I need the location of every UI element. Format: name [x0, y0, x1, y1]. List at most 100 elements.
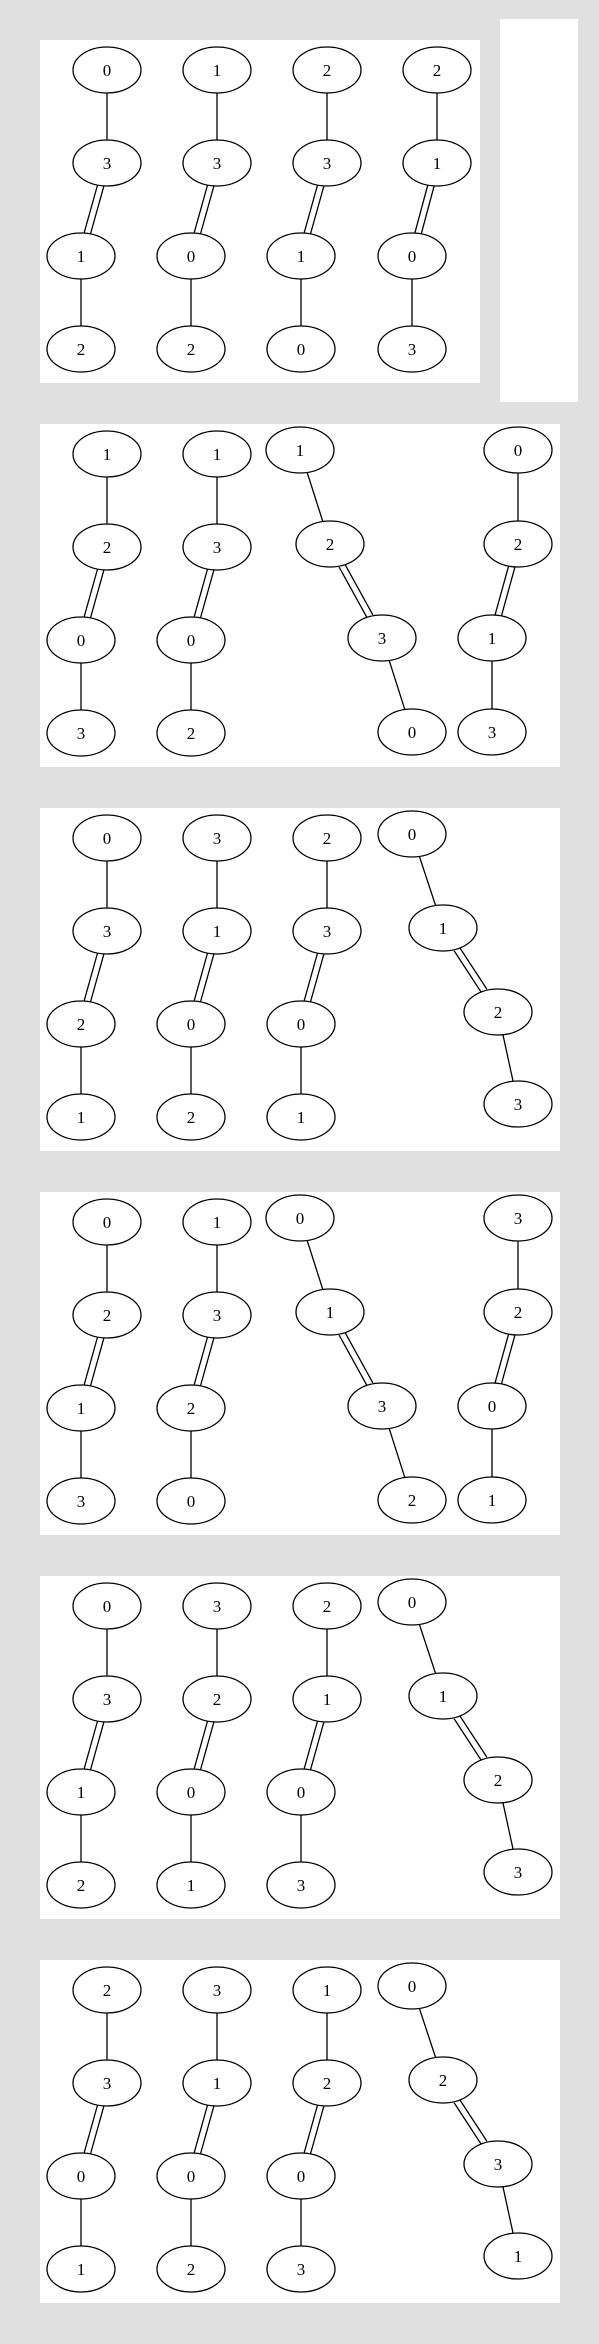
graph-node: 2	[156, 2245, 226, 2293]
node-label: 1	[213, 922, 222, 941]
node-label: 2	[77, 1015, 86, 1034]
node-ellipse	[266, 2152, 336, 2200]
graph-node: 2	[46, 325, 116, 373]
double-bond-edge	[453, 1718, 483, 1762]
graph-4: 0 1 2 3	[377, 810, 553, 1128]
panel-background	[40, 424, 560, 767]
graph-2: 3 2 0 1	[156, 1582, 252, 1909]
graph-node: 3	[292, 907, 362, 955]
graph-node: 1	[457, 1476, 527, 1524]
graph-node: 0	[377, 708, 447, 756]
double-bond-edge	[199, 2106, 215, 2155]
graph-node: 0	[266, 1000, 336, 1048]
graph-node: 0	[72, 814, 142, 862]
node-ellipse	[347, 614, 417, 662]
graph-node: 3	[292, 139, 362, 187]
node-ellipse	[483, 2232, 553, 2280]
node-ellipse	[292, 1675, 362, 1723]
graph-node: 1	[182, 430, 252, 478]
node-ellipse	[266, 232, 336, 280]
graph-node: 2	[408, 2056, 478, 2104]
node-label: 2	[77, 1876, 86, 1895]
node-label: 3	[103, 1690, 112, 1709]
double-bond-edge	[494, 565, 510, 615]
node-ellipse	[72, 2059, 142, 2107]
node-ellipse	[156, 2245, 226, 2293]
double-bond-edge	[420, 186, 435, 235]
node-label: 1	[439, 1687, 448, 1706]
node-ellipse	[156, 2152, 226, 2200]
graph-2: 1 3 2 0	[156, 1198, 252, 1525]
node-label: 2	[323, 61, 332, 80]
single-bond-edge	[502, 1802, 514, 1850]
graph-node: 2	[156, 325, 226, 373]
double-bond-edge	[303, 1720, 319, 1769]
graph-node: 1	[182, 2059, 252, 2107]
graph-3: 2 3 0 1	[266, 814, 362, 1141]
node-label: 0	[77, 631, 86, 650]
double-bond-edge	[453, 950, 483, 994]
node-label: 1	[77, 1399, 86, 1418]
graph-node: 3	[72, 139, 142, 187]
node-ellipse	[377, 232, 447, 280]
node-label: 1	[439, 919, 448, 938]
single-bond-edge	[388, 1428, 406, 1478]
node-label: 0	[297, 2167, 306, 2186]
node-label: 2	[323, 2074, 332, 2093]
graph-node: 2	[72, 523, 142, 571]
node-ellipse	[408, 1672, 478, 1720]
node-label: 1	[296, 441, 305, 460]
node-ellipse	[408, 904, 478, 952]
double-bond-edge	[89, 186, 105, 235]
node-ellipse	[457, 708, 527, 756]
node-ellipse	[46, 1384, 116, 1432]
node-ellipse	[182, 523, 252, 571]
node-ellipse	[377, 708, 447, 756]
graph-node: 1	[483, 2232, 553, 2280]
node-label: 1	[187, 1876, 196, 1895]
graph-4: 0 2 1 3	[457, 426, 553, 756]
graph-node: 0	[156, 1477, 226, 1525]
node-ellipse	[72, 1582, 142, 1630]
node-label: 3	[323, 154, 332, 173]
node-ellipse	[377, 1476, 447, 1524]
single-bond-edge	[502, 2186, 514, 2234]
node-label: 0	[514, 441, 523, 460]
node-ellipse	[292, 139, 362, 187]
node-label: 2	[494, 1003, 503, 1022]
graph-node: 1	[292, 1675, 362, 1723]
graph-1: 2 3 0 1	[46, 1966, 142, 2293]
node-ellipse	[463, 988, 533, 1036]
node-label: 1	[326, 1303, 335, 1322]
double-bond-edge	[414, 184, 429, 233]
node-label: 3	[213, 538, 222, 557]
graph-node: 1	[46, 2245, 116, 2293]
node-ellipse	[46, 325, 116, 373]
node-label: 3	[213, 1981, 222, 2000]
graph-node: 0	[483, 426, 553, 474]
double-bond-edge	[458, 1714, 488, 1758]
graph-node: 0	[265, 1194, 335, 1242]
node-label: 2	[323, 1597, 332, 1616]
graph-node: 1	[72, 430, 142, 478]
double-bond-edge	[309, 954, 325, 1003]
graph-node: 1	[266, 232, 336, 280]
node-ellipse	[483, 1194, 553, 1242]
graph-node: 0	[156, 2152, 226, 2200]
node-label: 3	[103, 922, 112, 941]
single-bond-edge	[388, 660, 406, 710]
double-bond-edge	[344, 563, 374, 616]
node-label: 3	[323, 922, 332, 941]
node-label: 3	[77, 724, 86, 743]
node-label: 0	[77, 2167, 86, 2186]
graph-1: 1 2 0 3	[46, 430, 142, 757]
node-ellipse	[402, 46, 472, 94]
graph-node: 2	[377, 1476, 447, 1524]
node-ellipse	[463, 1756, 533, 1804]
node-label: 2	[494, 1771, 503, 1790]
node-ellipse	[377, 810, 447, 858]
node-label: 1	[297, 1108, 306, 1127]
node-ellipse	[156, 1768, 226, 1816]
node-ellipse	[72, 1966, 142, 2014]
graph-node: 0	[266, 2152, 336, 2200]
